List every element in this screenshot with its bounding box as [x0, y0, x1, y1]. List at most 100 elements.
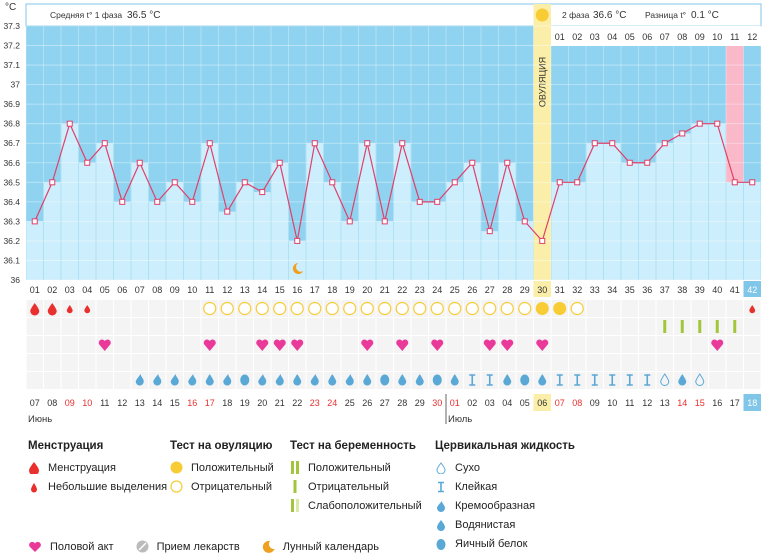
calendar-date: 04 [502, 398, 512, 408]
symbol-cell [236, 318, 253, 335]
symbol-cell [359, 354, 376, 371]
symbol-cell [674, 300, 691, 317]
ovulation-test-negative-icon [465, 301, 479, 316]
moon-icon [292, 263, 304, 274]
temperature-point [119, 198, 126, 205]
symbol-cell [376, 354, 393, 371]
temp-bar [289, 240, 306, 280]
calendar-date: 23 [310, 398, 320, 408]
temp-bar [236, 182, 253, 280]
cervical-dry-icon [660, 373, 670, 386]
ovulation-test-negative-icon [203, 301, 217, 316]
symbol-cell [271, 318, 288, 335]
calendar-date: 10 [82, 398, 92, 408]
intercourse-heart-icon [98, 339, 111, 351]
phase2-day-number: 05 [625, 32, 635, 42]
symbol-cell [656, 372, 673, 389]
cervical-creamy-icon [258, 374, 267, 386]
symbol-cell [411, 336, 428, 353]
temp-bar [61, 123, 78, 280]
symbol-cell [271, 354, 288, 371]
cervical-creamy-icon [437, 500, 445, 512]
bbt-chart: Средняя t° 1 фаза 36.5 °C 2 фаза 36.6 °C Раз… [3, 2, 762, 425]
temperature-point [224, 208, 231, 215]
temperature-point [346, 218, 353, 225]
cycle-day-number: 03 [65, 285, 75, 295]
menstruation-drop-icon [29, 461, 39, 474]
symbol-cell [306, 318, 323, 335]
month-label: Июнь [28, 414, 52, 425]
cycle-day-number: 27 [485, 285, 495, 295]
temperature-point [679, 130, 686, 137]
temperature-point [434, 198, 441, 205]
cycle-day-number: 23 [415, 285, 425, 295]
temp-bar [26, 221, 43, 280]
symbol-cell [744, 372, 761, 389]
symbol-cell [446, 354, 463, 371]
symbol-cell [131, 336, 148, 353]
pregnancy-negative-icon [293, 480, 297, 493]
symbol-cell [586, 318, 603, 335]
ovulation-label: ОВУЛЯЦИЯ [537, 57, 547, 107]
symbol-cell [499, 354, 516, 371]
symbol-cell [236, 336, 253, 353]
legend-spotting-label: Небольшие выделения [48, 480, 168, 493]
calendar-date: 02 [467, 398, 477, 408]
temperature-point [749, 179, 756, 186]
temperature-point [399, 140, 406, 147]
calendar-date: 11 [100, 398, 109, 408]
cycle-day-number: 10 [187, 285, 197, 295]
temperature-point [469, 159, 476, 166]
intercourse-heart-icon [536, 339, 549, 351]
cervical-watery-icon [205, 374, 214, 386]
symbol-cell [254, 318, 271, 335]
legend-pregnancy-test-title: Тест на беременность [290, 440, 416, 452]
cervical-sticky-icon [609, 374, 616, 386]
symbol-cell [26, 318, 43, 335]
symbol-cell [79, 318, 96, 335]
symbol-cell [289, 318, 306, 335]
ovulation-test-negative-icon [290, 301, 304, 316]
temperature-point [521, 218, 528, 225]
cervical-sticky-icon [469, 374, 476, 386]
temp-bar [394, 143, 411, 280]
pregnancy-test-icon [698, 320, 702, 333]
calendar-date: 29 [415, 398, 425, 408]
calendar-date: 17 [205, 398, 215, 408]
temperature-point [154, 198, 161, 205]
cervical-watery-icon [503, 374, 512, 386]
ovulation-test-negative-icon [395, 301, 409, 316]
cervical-dry-icon [695, 373, 705, 386]
legend-pregnancy-positive-label: Положительный [308, 461, 391, 474]
calendar-date: 30 [432, 398, 442, 408]
pregnancy-test-icon [680, 320, 684, 333]
intercourse-heart-icon [291, 339, 304, 351]
calendar-date: 05 [520, 398, 530, 408]
symbol-cell [341, 336, 358, 353]
cervical-sticky-icon [486, 374, 493, 386]
symbol-cell [481, 318, 498, 335]
cycle-day-number: 13 [240, 285, 250, 295]
cervical-creamy-icon [275, 374, 284, 386]
symbol-cell [376, 336, 393, 353]
cervical-watery-icon [328, 374, 337, 386]
temp-bar [376, 221, 393, 280]
symbol-cell [656, 300, 673, 317]
calendar-date: 11 [625, 398, 634, 408]
ovulation-day-highlight [533, 281, 551, 297]
temperature-point [101, 140, 108, 147]
symbol-cell [709, 372, 726, 389]
calendar-date: 25 [345, 398, 355, 408]
y-tick-label: 37 [11, 80, 21, 90]
y-tick-label: 36.7 [3, 138, 20, 148]
cycle-day-number: 26 [467, 285, 477, 295]
phase2-day-number: 07 [660, 32, 670, 42]
cervical-watery-icon [678, 374, 687, 386]
ovulation-date-highlight [533, 394, 551, 411]
diff-value: 0.1 °C [691, 10, 719, 21]
calendar-date: 13 [135, 398, 145, 408]
cervical-sticky-icon [591, 374, 598, 386]
symbol-cell [656, 354, 673, 371]
temperature-point [329, 179, 336, 186]
symbol-cell [114, 318, 131, 335]
